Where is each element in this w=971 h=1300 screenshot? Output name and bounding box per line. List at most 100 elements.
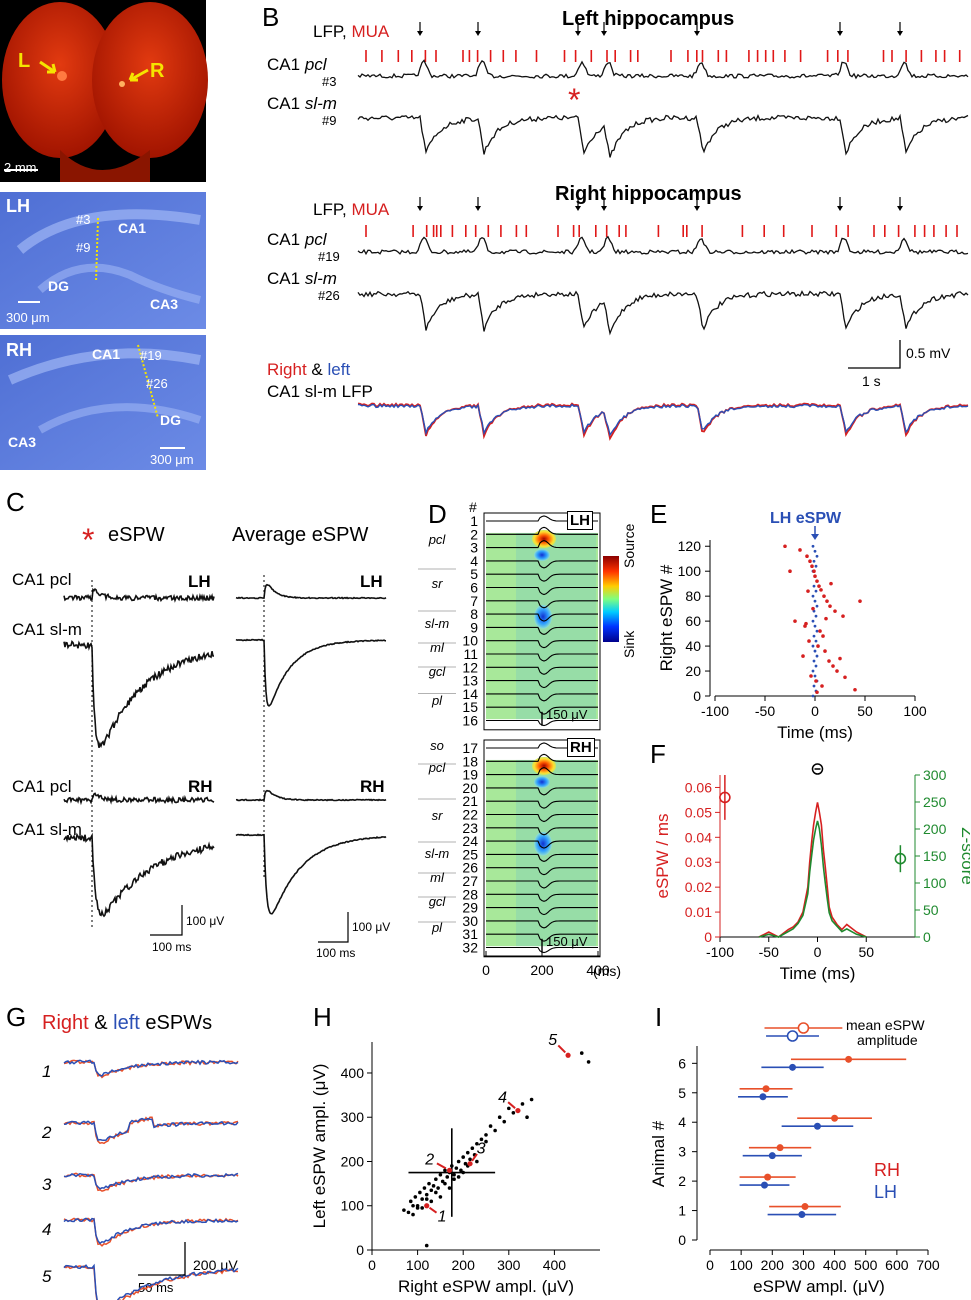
h-x-tick-label: 300 <box>497 1257 521 1273</box>
h-highlight-arrow <box>507 1101 516 1109</box>
left-ch-slm: #9 <box>322 113 337 128</box>
i-y-tick-label: 4 <box>678 1114 686 1130</box>
panel-c-traces <box>63 575 387 943</box>
f-y-tick-label-right: 0 <box>923 929 931 945</box>
d-channel-10: 10 <box>462 633 478 649</box>
g-right-trace <box>63 1217 239 1247</box>
d-lh-sink-blob-1 <box>534 548 550 561</box>
e-y-tick-label: 100 <box>678 563 702 579</box>
h-point <box>420 1197 424 1201</box>
c-lh-slm-label: CA1 sl-m <box>12 620 82 639</box>
event-arrow-head <box>575 31 581 36</box>
d-channel-30: 30 <box>462 913 478 929</box>
e-right-point <box>811 606 815 611</box>
right-ch-slm: #26 <box>318 288 340 303</box>
h-point <box>411 1203 415 1208</box>
d-rh-frame <box>483 739 601 958</box>
d-channel-28: 28 <box>462 886 478 902</box>
overlay-label-line1: Right & left <box>267 360 350 380</box>
d-lfp-trace <box>486 907 598 916</box>
e-right-point <box>818 629 822 633</box>
h-point <box>445 1175 450 1179</box>
d-channel-32: 32 <box>462 940 478 956</box>
g-title-right: Right <box>42 1012 89 1034</box>
d-lh-box: LH <box>567 511 593 530</box>
e-right-point <box>812 569 816 573</box>
c-scale-t-1: 100 ms <box>152 940 192 954</box>
panel-letter-f: F <box>650 739 666 769</box>
e-y-tick-label: 20 <box>685 663 701 679</box>
e-right-point <box>822 594 826 598</box>
h-y-tick-label: 400 <box>341 1065 365 1081</box>
h-point <box>470 1146 475 1151</box>
left-lfp-mua-label: LFP, MUA <box>313 22 389 42</box>
h-point <box>484 1139 488 1144</box>
d-lfp-trace <box>486 853 598 862</box>
h-point <box>411 1212 415 1217</box>
d-layer-gcl: gcl <box>429 664 447 679</box>
d-channel-22: 22 <box>462 807 478 823</box>
f-x-tick-label: -50 <box>759 944 779 960</box>
e-x-tick-label: 0 <box>811 703 819 719</box>
d-colorbar <box>603 556 619 642</box>
panel-f-chart: -100 -50 0 50 0 0.01 0.02 0.03 0.04 0.05 0.06 0 50 10… <box>653 763 970 983</box>
i-lh-mean <box>761 1181 768 1189</box>
g-left-trace <box>63 1263 239 1300</box>
f-y-tick-label-right: 50 <box>923 902 939 918</box>
e-right-point <box>810 564 814 569</box>
h-point <box>406 1210 411 1215</box>
i-rh-mean <box>845 1055 853 1063</box>
h-point <box>579 1051 584 1055</box>
left-marker: L <box>18 50 31 72</box>
i-overall-rh-mean <box>797 1022 810 1034</box>
g-row-label-5: 5 <box>42 1267 52 1286</box>
e-right-point <box>801 654 805 658</box>
c-lh-label-2: LH <box>360 572 383 591</box>
d-channel-5: 5 <box>470 566 478 582</box>
e-y-tick-label: 120 <box>678 538 702 554</box>
panel-letter-e: E <box>650 499 668 529</box>
e-lh-point <box>815 629 819 633</box>
ca1-text: CA1 <box>267 94 301 113</box>
right-slm-trace <box>357 290 969 336</box>
ca1-text: CA1 <box>267 230 301 249</box>
e-annotation: LH eSPW <box>770 510 842 527</box>
d-layer-gcl: gcl <box>429 894 447 909</box>
h-highlight-arrow <box>471 1153 478 1162</box>
f-x-tick-label: -100 <box>706 944 734 960</box>
e-lh-point <box>813 599 817 603</box>
h-ylabel: Left eSPW ampl. (μV) <box>310 1064 329 1229</box>
h-point <box>586 1060 591 1064</box>
h-highlight-point <box>424 1203 430 1209</box>
e-lh-point <box>814 614 818 618</box>
i-x-tick-label: 700 <box>916 1257 940 1273</box>
e-lh-point <box>812 659 816 663</box>
h-point <box>456 1159 461 1164</box>
h-point <box>468 1157 472 1162</box>
f-y-tick-label-left: 0.06 <box>685 779 712 795</box>
i-rh-mean <box>831 1114 839 1122</box>
h-y-tick-label: 200 <box>341 1153 365 1169</box>
h-point <box>408 1199 413 1204</box>
e-lh-point <box>814 564 818 568</box>
rh-site-26: #26 <box>146 376 168 391</box>
e-right-point <box>821 634 825 638</box>
lh-ca3-label: CA3 <box>150 296 179 312</box>
d-layer-sl-m: sl-m <box>425 846 450 861</box>
h-point <box>418 1190 422 1195</box>
d-channel-29: 29 <box>462 900 478 916</box>
c-rh-pcl-avg <box>235 789 387 802</box>
panel-letter-g: G <box>6 1002 27 1032</box>
ca1-text: CA1 <box>267 269 301 288</box>
h-highlight-label-5: 5 <box>548 1032 557 1049</box>
d-channel-15: 15 <box>462 699 478 715</box>
d-lfp-trace <box>486 767 598 776</box>
rh-electrode-track <box>137 344 159 419</box>
panel-letter-i: I <box>655 1002 663 1032</box>
d-lh-csd-shade <box>516 532 596 720</box>
h-point <box>454 1166 459 1170</box>
h-point <box>463 1161 468 1166</box>
e-lh-point <box>813 649 817 653</box>
e-right-point <box>819 588 823 592</box>
